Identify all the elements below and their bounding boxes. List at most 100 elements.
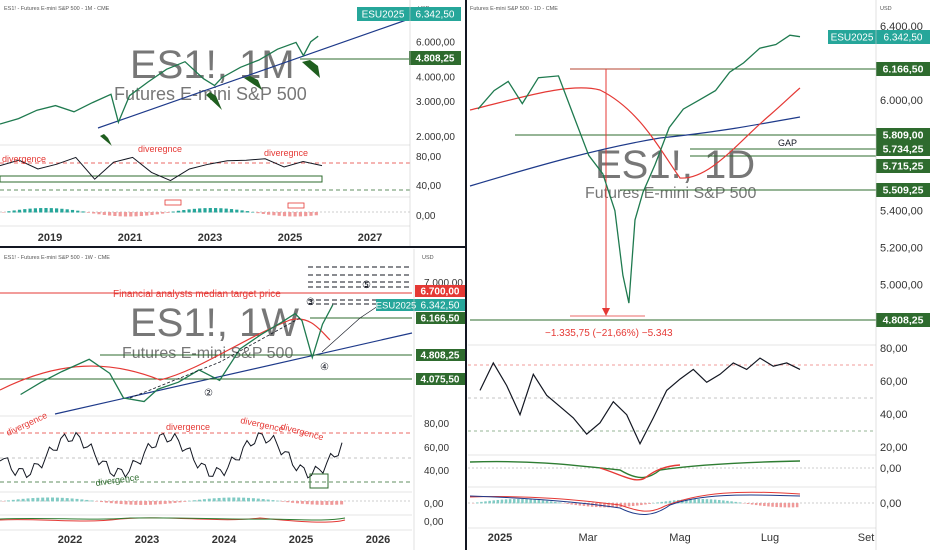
- osc-bar: [496, 499, 500, 504]
- osc-bar: [149, 501, 152, 505]
- osc-bar: [202, 499, 206, 502]
- osc-bar: [188, 500, 192, 502]
- osc-bar: [787, 503, 791, 508]
- daily-header: Futures E-mini S&P 500 - 1D - CME: [470, 6, 558, 12]
- osc-bar: [271, 500, 275, 502]
- level-badge: [876, 62, 930, 76]
- osc-bar: [102, 212, 106, 215]
- osc-bar: [108, 212, 112, 216]
- osc-bar: [65, 209, 69, 213]
- daily-level-badges: 6.166,50 5.809,00 5.734,25 5.715,25 5.509,25…: [876, 62, 930, 327]
- osc-bar: [261, 499, 265, 502]
- daily-esu-value: 6.342,50: [884, 33, 923, 44]
- osc-bar: [525, 499, 528, 504]
- osc-bar: [86, 212, 90, 213]
- level-badge: [876, 128, 930, 142]
- level-badge-value: 6.166,50: [883, 64, 924, 76]
- osc-bar: [33, 208, 37, 213]
- x-tick-label: Mag: [669, 532, 690, 544]
- osc-bar: [504, 499, 508, 504]
- osc-bar: [783, 503, 787, 508]
- monthly-price-series: [0, 35, 319, 125]
- weekly-panel[interactable]: ES1! - Futures E-mini S&P 500 - 1W - CME…: [0, 249, 465, 550]
- osc-bar: [51, 497, 54, 502]
- osc-bar: [163, 501, 167, 504]
- osc-bar: [139, 501, 143, 505]
- osc-bar: [109, 501, 113, 504]
- daily-rsi-tick-60: 60,00: [880, 376, 908, 388]
- osc-bar: [701, 499, 705, 504]
- osc-bar: [315, 501, 319, 505]
- osc-bar: [636, 503, 639, 506]
- osc-bar: [281, 501, 285, 502]
- weekly-osc2-series: [0, 517, 346, 521]
- osc-bar: [480, 501, 483, 504]
- osc-bar: [521, 499, 524, 504]
- x-tick-label: 2019: [38, 232, 62, 244]
- level-badge-value: 4.808,25: [883, 315, 924, 327]
- osc-bar: [267, 212, 271, 215]
- osc-bar: [590, 503, 594, 507]
- osc-bar: [685, 499, 688, 504]
- osc-bar: [529, 499, 532, 504]
- monthly-esu-value-badge: [409, 7, 461, 21]
- osc-bar: [198, 208, 202, 213]
- level-badge: [876, 183, 930, 197]
- osc-bar: [104, 501, 108, 503]
- osc-bar: [709, 499, 713, 504]
- daily-price-series: [477, 34, 801, 304]
- weekly-rsi-tick-80: 80,00: [424, 419, 449, 430]
- osc-bar: [55, 208, 59, 213]
- osc-bar: [484, 501, 487, 504]
- daily-rsi-tick-20: 20,00: [880, 442, 908, 454]
- weekly-4808-value: 4.808,25: [421, 351, 460, 362]
- osc-bar: [668, 500, 672, 504]
- osc-bar: [46, 497, 50, 502]
- weekly-6166-value: 6.166,50: [421, 314, 460, 325]
- weekly-rsi-label-2: divergence: [166, 422, 210, 432]
- weekly-4808-badge: [416, 349, 465, 361]
- monthly-rsi-label-2: diveregnce: [138, 144, 182, 154]
- osc-bar: [631, 503, 635, 507]
- osc-bar: [305, 501, 309, 505]
- osc-bar: [44, 208, 48, 213]
- osc-bar: [775, 503, 778, 508]
- weekly-osc-histogram: [2, 497, 344, 505]
- osc-bar: [759, 503, 762, 506]
- monthly-support-value: 4.808,25: [416, 54, 455, 65]
- osc-bar: [282, 212, 287, 217]
- monthly-x-axis: 2019 2021 2023 2025 2027: [38, 232, 382, 244]
- osc-bar: [746, 503, 750, 504]
- weekly-currency: USD: [422, 255, 434, 261]
- osc-bar: [492, 500, 495, 504]
- osc-bar: [738, 502, 741, 504]
- weekly-rsi-label-1: divergence: [5, 410, 49, 438]
- monthly-panel[interactable]: ES1! - Futures E-mini S&P 500 - 1M - CME…: [0, 0, 461, 246]
- osc-bar: [566, 503, 569, 504]
- osc-bar: [791, 503, 795, 508]
- weekly-rsi-box: [309, 473, 329, 489]
- weekly-price-series: [20, 304, 334, 403]
- weekly-esu-label: ESU2025: [376, 301, 417, 312]
- osc-bar: [97, 212, 101, 215]
- x-tick-label: 2023: [198, 232, 222, 244]
- osc-bar: [508, 499, 512, 504]
- daily-esu-value-badge: [876, 30, 930, 44]
- daily-y-axis: 6.400,006.000,005.400,005.200,005.000,00: [880, 21, 923, 292]
- osc-bar: [754, 503, 758, 506]
- osc-bar: [296, 501, 299, 504]
- monthly-trendline: [97, 17, 413, 129]
- osc-bar: [212, 498, 216, 502]
- arrow-icon: [100, 134, 112, 146]
- daily-panel[interactable]: Futures E-mini S&P 500 - 1D - CME USD ES…: [468, 0, 930, 550]
- osc-bar: [28, 208, 32, 213]
- osc-bar: [582, 503, 586, 507]
- osc-bar: [198, 499, 201, 502]
- osc-bar: [689, 499, 692, 504]
- osc-bar: [261, 212, 265, 214]
- daily-osc-series: [469, 460, 801, 479]
- osc-bar: [310, 501, 314, 505]
- osc-bar: [726, 500, 729, 504]
- osc-bar: [129, 212, 133, 217]
- osc-bar: [235, 209, 239, 213]
